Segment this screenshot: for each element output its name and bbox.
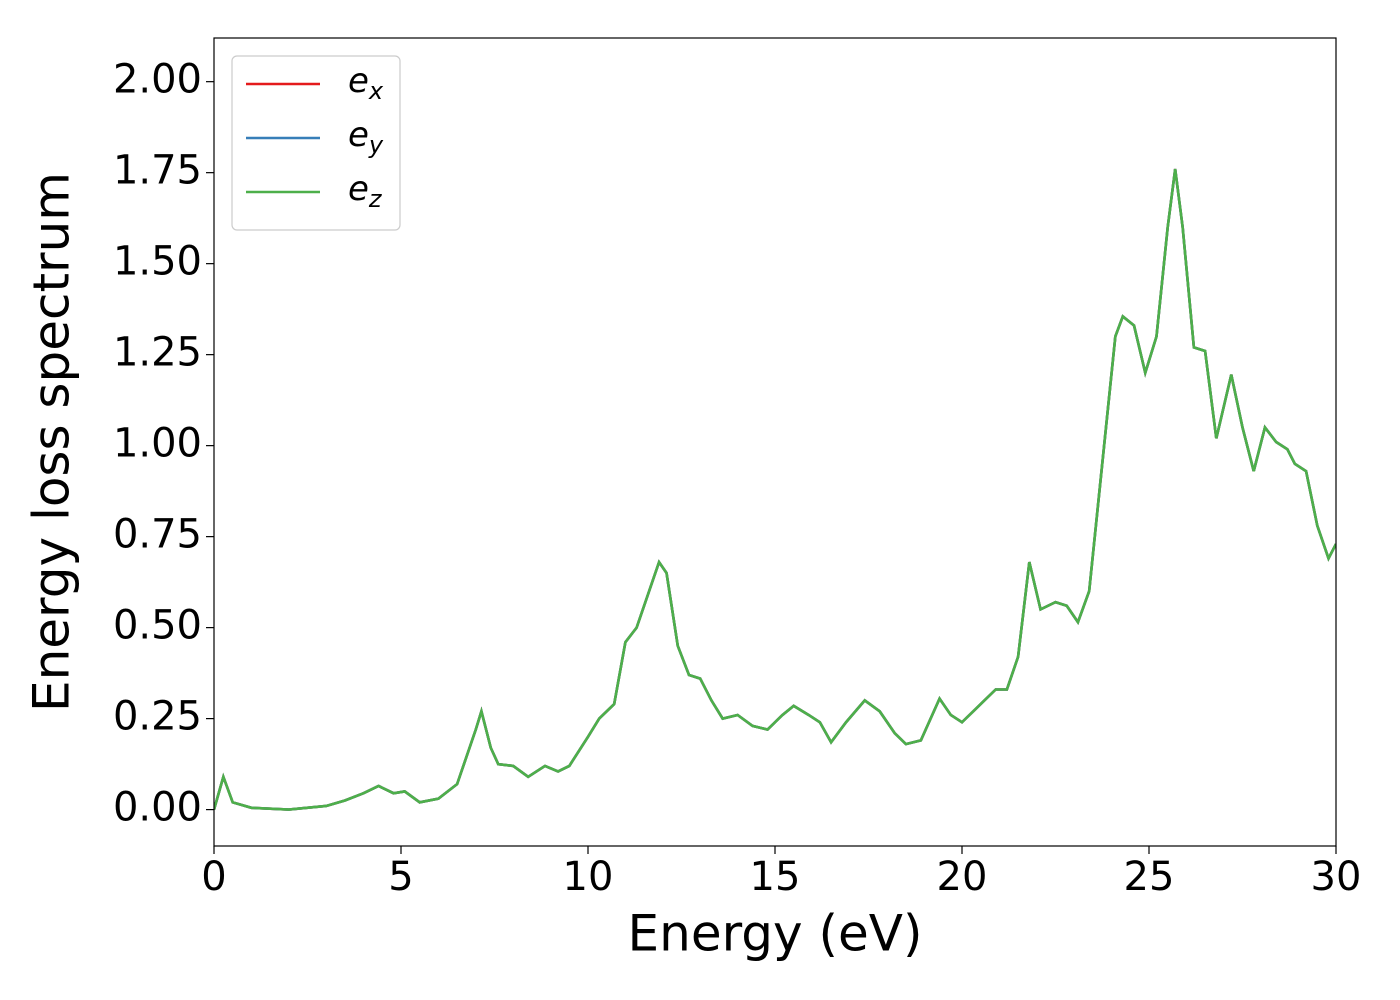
y-axis-label: Energy loss spectrum — [23, 172, 81, 712]
plot-frame — [213, 37, 1337, 847]
y-tick-label: 2.00 — [113, 57, 202, 103]
y-tick-label: 1.75 — [113, 148, 202, 194]
y-tick-label: 0.50 — [113, 603, 202, 649]
y-tick-label: 0.00 — [113, 785, 202, 831]
legend-box — [231, 55, 401, 231]
x-tick-label: 20 — [937, 854, 988, 900]
series-line — [214, 168, 1336, 811]
x-tick-label: 10 — [563, 854, 614, 900]
x-tick-label: 5 — [388, 854, 413, 900]
y-tick-label: 1.50 — [113, 239, 202, 285]
x-tick-label: 0 — [201, 854, 226, 900]
x-tick-label: 30 — [1311, 854, 1362, 900]
legend-label: ey — [348, 115, 384, 159]
series-line — [214, 168, 1336, 811]
series-line — [214, 168, 1336, 811]
legend-label: ex — [348, 61, 384, 105]
y-tick-label: 0.75 — [113, 512, 202, 558]
y-tick-label: 0.25 — [113, 694, 202, 740]
x-tick-label: 15 — [750, 854, 801, 900]
x-tick-label: 25 — [1124, 854, 1175, 900]
y-tick-label: 1.25 — [113, 330, 202, 376]
legend-label: ez — [348, 169, 382, 213]
x-axis-label: Energy (eV) — [628, 905, 923, 963]
y-tick-label: 1.00 — [113, 421, 202, 467]
